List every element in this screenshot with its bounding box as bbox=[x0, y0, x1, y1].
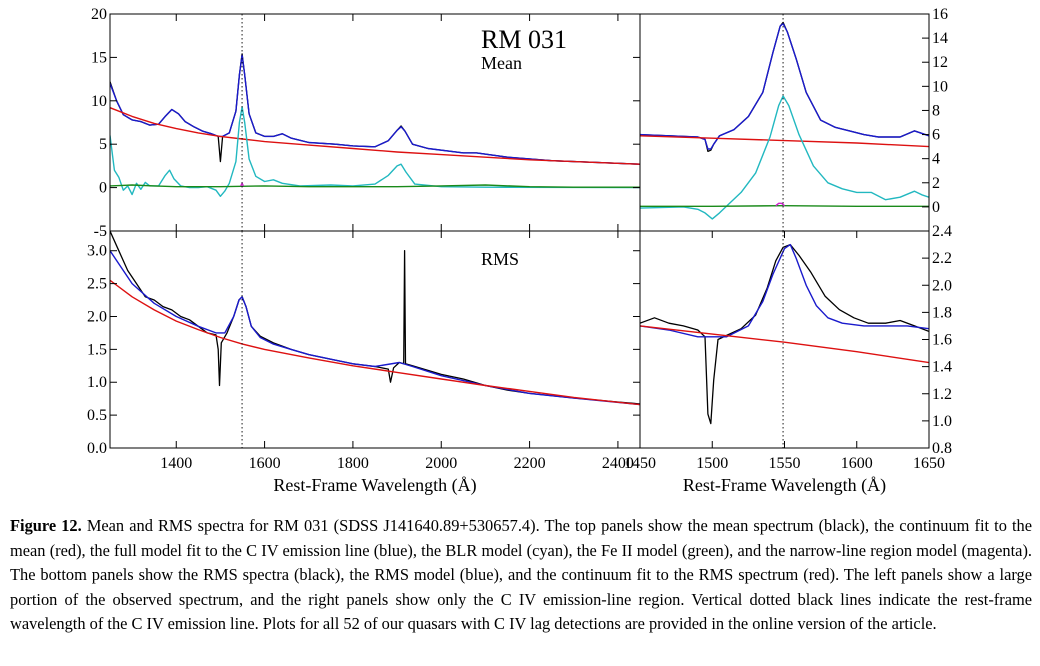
y-tick-label: 0 bbox=[932, 199, 940, 216]
series-line-4 bbox=[640, 204, 929, 208]
x-axis-title: Rest-Frame Wavelength (Å) bbox=[683, 475, 886, 496]
y-tick-label: 5 bbox=[99, 136, 107, 153]
y-tick-label: 4 bbox=[932, 151, 940, 168]
panel-frame bbox=[109, 230, 641, 449]
panel-rms-broad: 0.0 0.5 1.0 1.5 2.0 2.5 3.0 1400 1600 1800 2000 220… bbox=[87, 230, 641, 496]
y-tick-label: 1.6 bbox=[932, 332, 952, 349]
y-tick-label: 2 bbox=[932, 175, 940, 192]
y-tick-label: 0 bbox=[99, 180, 107, 197]
y-tick-label: -5 bbox=[94, 223, 107, 240]
series-line-4 bbox=[110, 184, 640, 188]
series-line-2 bbox=[110, 279, 640, 406]
figure-caption: Figure 12. Mean and RMS spectra for RM 0… bbox=[10, 514, 1032, 637]
y-tick-label: 2.0 bbox=[932, 277, 952, 294]
y-tick-label: 1.0 bbox=[932, 413, 952, 430]
x-tick-label: 1650 bbox=[913, 455, 945, 472]
y-tick-label: 0.5 bbox=[87, 407, 107, 424]
y-tick-label: 3.0 bbox=[87, 243, 107, 260]
x-tick-label: 1500 bbox=[696, 455, 728, 472]
caption-label: Figure 12. bbox=[10, 516, 82, 535]
series-line-2 bbox=[640, 325, 929, 364]
panel-label: RMS bbox=[481, 249, 519, 269]
series-line-1 bbox=[640, 243, 929, 338]
panel-label: RM 031 bbox=[481, 25, 567, 54]
series-line-1 bbox=[110, 54, 640, 165]
y-tick-label: 2.4 bbox=[932, 223, 952, 240]
y-tick-label: 1.4 bbox=[932, 359, 952, 376]
y-tick-label: 6 bbox=[932, 127, 940, 144]
y-tick-label: 10 bbox=[932, 78, 948, 95]
caption-text: Mean and RMS spectra for RM 031 (SDSS J1… bbox=[10, 516, 1033, 634]
series-line-2 bbox=[110, 107, 640, 165]
panel-mean-civ: 0 2 4 6 8 10 12 14 16 bbox=[639, 6, 948, 232]
series-line-0 bbox=[110, 231, 640, 405]
x-tick-label: 2400 bbox=[602, 455, 634, 472]
x-tick-label: 1600 bbox=[841, 455, 873, 472]
x-tick-label: 1450 bbox=[624, 455, 656, 472]
x-tick-label: 1600 bbox=[249, 455, 281, 472]
y-tick-label: 0.8 bbox=[932, 440, 952, 457]
y-tick-label: 16 bbox=[932, 6, 948, 23]
y-tick-label: 2.0 bbox=[87, 308, 107, 325]
y-tick-label: 8 bbox=[932, 102, 940, 119]
panel-rms-civ: 0.8 1.0 1.2 1.4 1.6 1.8 2.0 2.2 2.4 1450 1500 1550 1… bbox=[624, 223, 952, 496]
x-tick-label: 1800 bbox=[337, 455, 369, 472]
y-tick-label: 10 bbox=[91, 93, 107, 110]
y-tick-label: 2.5 bbox=[87, 276, 107, 293]
y-tick-label: 2.2 bbox=[932, 250, 952, 267]
series-line-5 bbox=[240, 182, 245, 187]
series-line-3 bbox=[110, 106, 640, 198]
panel-frame bbox=[639, 230, 930, 449]
y-tick-label: 1.8 bbox=[932, 304, 952, 321]
x-tick-label: 1550 bbox=[769, 455, 801, 472]
y-tick-label: 12 bbox=[932, 54, 948, 71]
series-line-5 bbox=[775, 202, 785, 207]
y-tick-label: 20 bbox=[91, 6, 107, 23]
y-tick-label: 0.0 bbox=[87, 440, 107, 457]
panel-frame bbox=[639, 13, 930, 232]
series-line-3 bbox=[640, 95, 929, 220]
x-tick-label: 1400 bbox=[160, 455, 192, 472]
x-axis-title: Rest-Frame Wavelength (Å) bbox=[273, 475, 476, 496]
y-tick-label: 15 bbox=[91, 49, 107, 66]
panel-sublabel: Mean bbox=[481, 53, 522, 73]
x-tick-label: 2000 bbox=[425, 455, 457, 472]
x-tick-label: 2200 bbox=[514, 455, 546, 472]
series-line-2 bbox=[640, 135, 929, 148]
series-line-1 bbox=[640, 22, 929, 150]
y-tick-label: 1.5 bbox=[87, 341, 107, 358]
series-line-1 bbox=[110, 250, 640, 406]
y-tick-label: 1.0 bbox=[87, 374, 107, 391]
y-tick-label: 1.2 bbox=[932, 386, 952, 403]
y-tick-label: 14 bbox=[932, 30, 948, 47]
series-line-0 bbox=[110, 53, 640, 165]
series-line-0 bbox=[640, 21, 929, 153]
